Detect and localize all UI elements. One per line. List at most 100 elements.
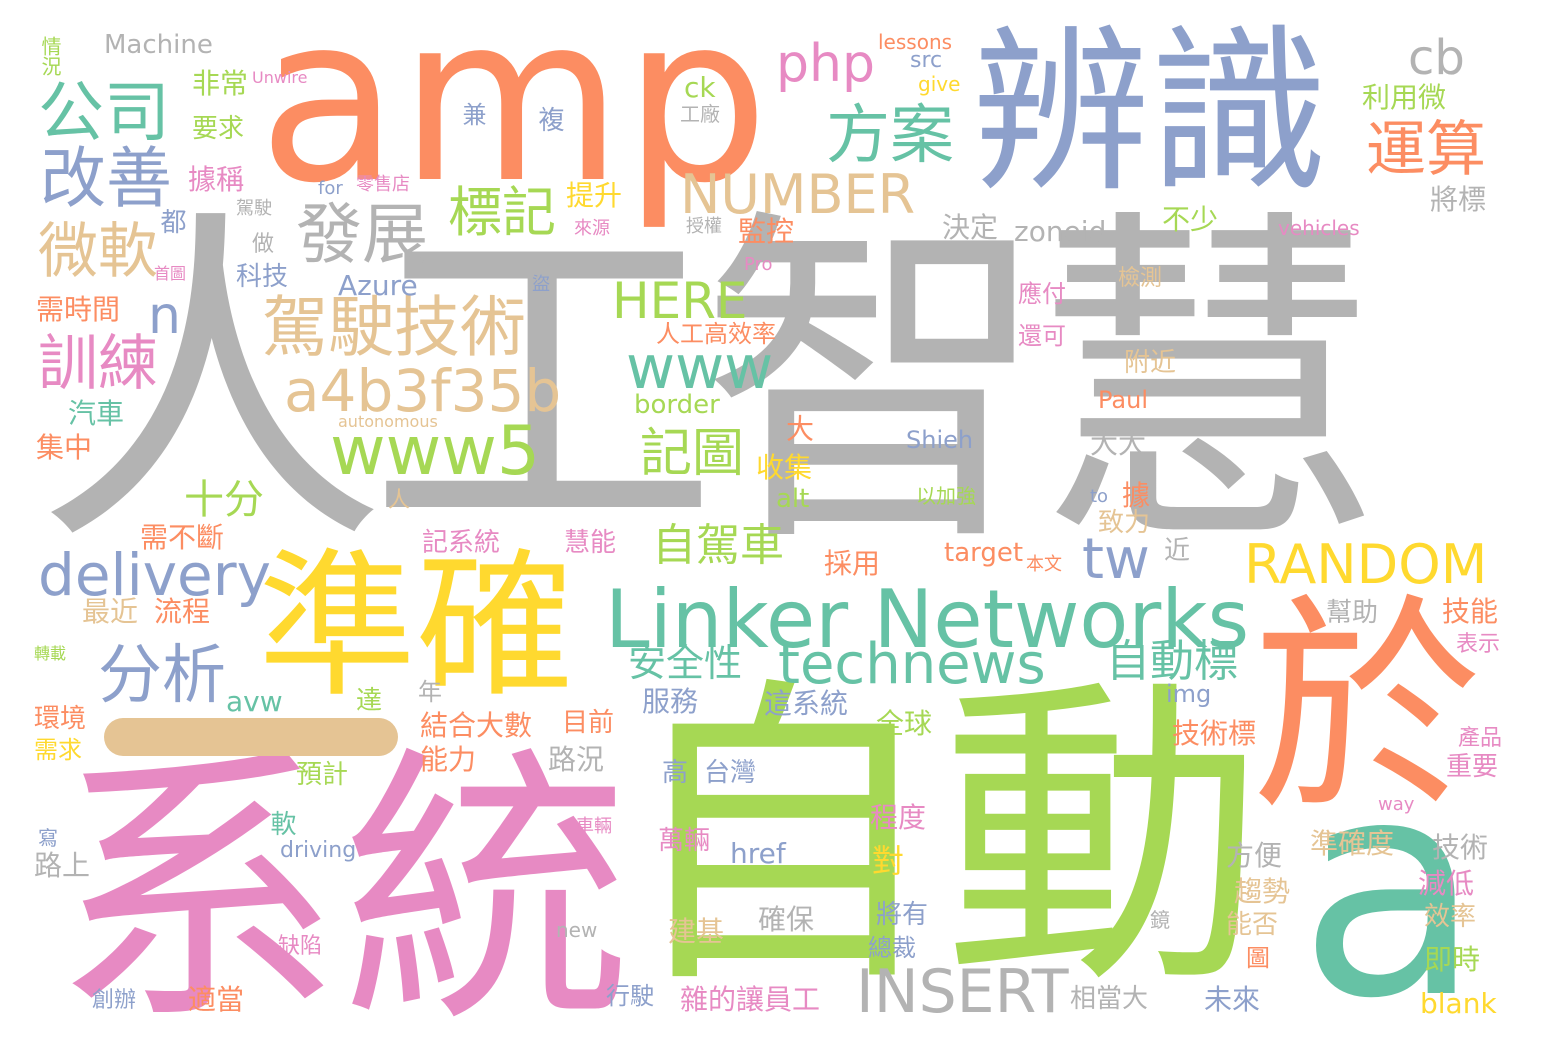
word: 技術 (1432, 831, 1489, 864)
word: 工廠 (680, 102, 720, 126)
word: Machine (104, 30, 213, 60)
word: n (148, 286, 181, 346)
word: 附近 (1124, 348, 1177, 378)
word: 技能 (1442, 595, 1499, 628)
word: autonomous (338, 412, 438, 431)
word: img (1166, 680, 1212, 708)
word: 效率 (1424, 902, 1477, 932)
word: technews (778, 632, 1046, 697)
word: 致力 (1098, 508, 1151, 538)
word: 科技 (236, 262, 289, 292)
word: 安全性 (628, 641, 743, 685)
word: 萬輛 (658, 826, 711, 856)
word: 預計 (296, 760, 349, 790)
word: 收集 (756, 451, 813, 484)
word: HERE (612, 272, 748, 330)
word: 車輛 (576, 816, 612, 837)
word: 運算 (1366, 115, 1486, 185)
word: 程度 (870, 801, 927, 834)
word: 系統 (52, 724, 632, 1052)
word: 自駕車 (652, 520, 784, 571)
word: blank (1420, 987, 1497, 1020)
word: 要求 (192, 114, 245, 144)
word: 分析 (98, 639, 226, 713)
word: 於 (1252, 576, 1483, 843)
word: 確保 (758, 903, 815, 936)
word: lessons (878, 30, 953, 54)
word: 重要 (1446, 752, 1499, 782)
word: 提升 (566, 179, 623, 212)
word: 結合大數 (420, 709, 533, 742)
word: 記圖 (640, 424, 745, 484)
word: to (1090, 486, 1109, 507)
word: 這系統 (764, 687, 849, 720)
word: www5 (330, 412, 541, 491)
word: 環境 (34, 704, 87, 734)
word: 公司 (38, 74, 170, 151)
word: 總裁 (868, 934, 916, 962)
word: 行駛 (606, 982, 654, 1010)
word: avw (226, 685, 283, 718)
word: Linker Networks (605, 573, 1250, 666)
word: 表示 (1456, 632, 1501, 657)
word: RANDOM (1244, 533, 1488, 596)
word: 十分 (184, 477, 264, 523)
word: 非常 (192, 67, 249, 100)
word: tw (1082, 527, 1150, 592)
word: 駕駛技術 (262, 289, 526, 366)
word: 缺陷 (278, 934, 323, 959)
word: 決定 (942, 211, 999, 244)
word: 最近 (82, 595, 139, 628)
word: a (1298, 715, 1482, 1052)
word: 軟 (266, 810, 296, 836)
word: 全球 (876, 707, 933, 740)
word: give (918, 72, 961, 96)
word: 應付 (1018, 280, 1066, 308)
word: 達 (356, 686, 383, 716)
word: 改善 (40, 140, 172, 217)
word: 準確度 (1310, 827, 1395, 860)
word: 情況 (38, 36, 62, 76)
word: www (626, 333, 774, 403)
word: 人工高效率 (656, 320, 776, 348)
word: 辨識 (972, 9, 1328, 216)
word: 路上 (34, 849, 91, 882)
word: Pro (744, 254, 773, 275)
word: 都 (156, 208, 186, 234)
word: 將標 (1430, 183, 1487, 216)
word: 服務 (642, 685, 699, 718)
word: 人工智慧 (36, 181, 1382, 589)
word: 本文 (1026, 554, 1062, 575)
word: 來源 (574, 218, 610, 239)
word: 路況 (548, 743, 605, 776)
word: 大大 (1090, 427, 1147, 460)
word: 監控 (738, 215, 795, 248)
word: 方便 (1226, 839, 1283, 872)
word: 慧能 (564, 528, 617, 558)
word: 雜的讓員工 (680, 983, 821, 1016)
word: 適當 (188, 983, 245, 1016)
word: 產品 (1458, 726, 1503, 751)
word: 訓練 (38, 329, 158, 399)
word: Shieh (906, 426, 974, 454)
word: for (318, 178, 343, 199)
word: 準確 (258, 535, 574, 719)
word: 記系統 (422, 528, 501, 558)
word: a4b3f35b (284, 357, 562, 425)
word: 大 (782, 414, 815, 442)
word: amp (258, 0, 769, 234)
word: src (910, 48, 943, 73)
word: php (776, 34, 875, 94)
word: border (634, 390, 720, 420)
word: 標記 (448, 181, 556, 244)
word: 自動標 (1106, 636, 1238, 687)
word: 還可 (1018, 322, 1066, 350)
word: 授權 (686, 216, 722, 237)
word: 近 (1164, 536, 1191, 566)
word: 幫助 (1326, 598, 1379, 628)
word: Unwire (252, 68, 308, 87)
word: 複 (534, 106, 564, 132)
word: zoneid (1014, 215, 1107, 248)
word: NUMBER (680, 163, 916, 226)
